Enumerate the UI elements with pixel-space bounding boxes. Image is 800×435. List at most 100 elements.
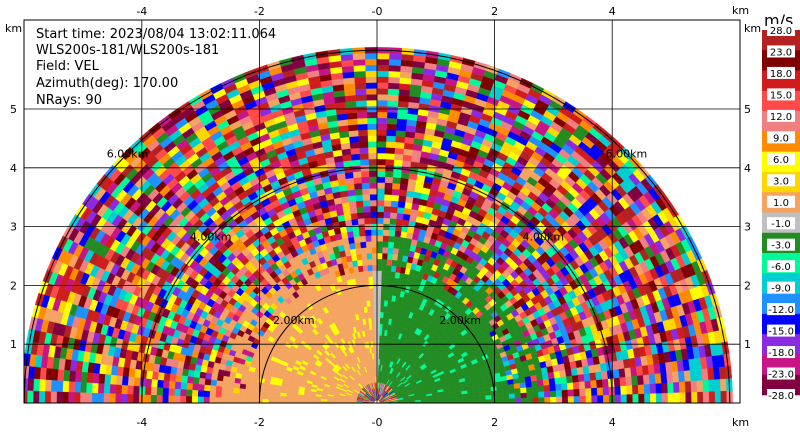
velocity-cell	[401, 219, 410, 227]
velocity-cell	[365, 70, 378, 78]
velocity-cell	[577, 373, 585, 382]
velocity-cell	[367, 264, 373, 272]
velocity-cell	[520, 392, 528, 399]
velocity-cell	[363, 270, 369, 278]
velocity-cell	[385, 158, 395, 166]
velocity-cell	[596, 387, 604, 396]
velocity-cell	[397, 201, 406, 209]
velocity-cell	[520, 397, 528, 403]
velocity-cell	[520, 387, 527, 394]
velocity-cell	[386, 129, 397, 137]
velocity-cell	[497, 398, 504, 403]
velocity-cell	[695, 368, 703, 381]
velocity-cell	[369, 188, 378, 195]
velocity-cell	[352, 171, 362, 179]
velocity-cell	[531, 380, 538, 387]
velocity-cell	[502, 389, 510, 395]
velocity-cell	[467, 399, 475, 403]
velocity-cell	[691, 391, 698, 403]
velocity-cell	[353, 70, 366, 78]
velocity-cell	[508, 388, 516, 394]
velocity-cell	[376, 241, 383, 248]
velocity-cell	[559, 369, 567, 378]
velocity-cell	[342, 160, 353, 168]
velocity-cell	[383, 194, 392, 201]
velocity-cell	[345, 177, 355, 185]
velocity-cell	[382, 317, 387, 325]
velocity-cell	[376, 305, 381, 313]
velocity-cell	[392, 177, 401, 184]
velocity-cell	[401, 160, 412, 168]
velocity-cell	[376, 111, 388, 119]
velocity-cell	[708, 379, 716, 392]
velocity-cell	[376, 182, 385, 189]
velocity-cell	[379, 317, 384, 324]
velocity-cell	[556, 396, 563, 403]
velocity-cell	[368, 288, 374, 295]
velocity-cell	[677, 370, 686, 383]
velocity-cell	[537, 385, 545, 392]
velocity-cell	[373, 317, 378, 324]
velocity-cell	[538, 391, 545, 398]
velocity-cell	[397, 94, 410, 103]
velocity-cell	[353, 236, 361, 244]
velocity-cell	[399, 177, 409, 185]
velocity-cell	[583, 372, 591, 382]
velocity-cell	[362, 194, 371, 201]
velocity-cell	[720, 390, 728, 403]
velocity-cell	[603, 394, 610, 403]
velocity-cell	[397, 100, 409, 108]
velocity-cell	[376, 100, 388, 107]
velocity-cell	[388, 64, 401, 72]
velocity-cell	[367, 270, 373, 278]
velocity-cell	[519, 381, 527, 389]
velocity-cell	[376, 123, 387, 130]
velocity-cell	[702, 379, 710, 392]
velocity-cell	[566, 375, 574, 384]
velocity-cell	[638, 393, 645, 403]
velocity-cell	[382, 235, 389, 242]
velocity-cell	[626, 384, 633, 395]
velocity-cell	[366, 111, 378, 119]
velocity-cell	[376, 170, 386, 177]
velocity-cell	[387, 241, 395, 249]
velocity-cell	[376, 299, 381, 307]
velocity-cell	[549, 384, 557, 392]
velocity-cell	[374, 323, 378, 330]
velocity-cell	[396, 212, 404, 220]
velocity-cell	[386, 253, 393, 260]
velocity-cell	[345, 106, 357, 114]
velocity-cell	[579, 395, 586, 403]
velocity-cell	[382, 241, 389, 248]
velocity-cell	[365, 241, 372, 248]
velocity-cell	[384, 182, 393, 190]
velocity-cell	[396, 206, 405, 214]
velocity-cell	[376, 323, 380, 330]
velocity-cell	[620, 385, 627, 395]
velocity-cell	[376, 317, 381, 324]
velocity-cell	[367, 129, 378, 136]
velocity-cell	[365, 247, 372, 254]
velocity-cell	[397, 106, 409, 114]
velocity-cell	[357, 129, 368, 137]
velocity-cell	[388, 70, 401, 78]
velocity-cell	[542, 378, 550, 386]
velocity-cell	[561, 389, 569, 397]
velocity-cell	[376, 176, 386, 183]
velocity-cell	[637, 384, 645, 395]
velocity-cell	[355, 253, 363, 261]
velocity-cell	[479, 399, 486, 403]
velocity-cell	[380, 294, 385, 301]
velocity-cell	[368, 176, 378, 183]
velocity-cell	[590, 379, 598, 389]
velocity-cell	[349, 141, 360, 149]
velocity-cell	[376, 58, 390, 66]
velocity-cell	[538, 396, 545, 403]
velocity-cell	[364, 229, 372, 236]
velocity-cell	[536, 379, 544, 387]
velocity-cell	[369, 205, 378, 213]
velocity-cell	[376, 76, 389, 83]
velocity-cell	[376, 294, 381, 301]
velocity-cell	[350, 147, 360, 155]
